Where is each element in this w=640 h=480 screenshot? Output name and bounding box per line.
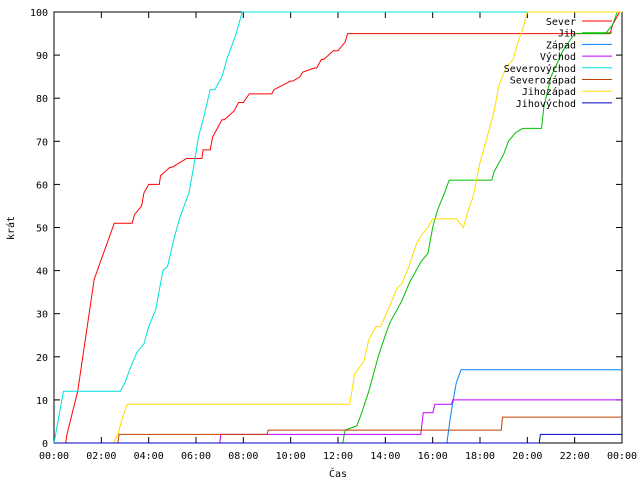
legend-label-jihovychod: Jihovýchod [516, 98, 576, 110]
legend-label-vychod: Východ [540, 51, 576, 63]
x-tick-label: 00:00 [39, 451, 69, 462]
series-line-jih [54, 11, 622, 444]
x-tick-label: 08:00 [228, 451, 258, 462]
y-tick-label: 40 [36, 267, 48, 278]
x-tick-label: 18:00 [465, 451, 495, 462]
series-line-sever [54, 11, 622, 444]
series-line-vychod [54, 399, 622, 444]
y-tick-label: 70 [36, 137, 48, 148]
x-tick-label: 00:00 [607, 451, 637, 462]
x-tick-label: 10:00 [276, 451, 306, 462]
y-tick-label: 100 [30, 8, 48, 19]
legend: SeverJihZápadVýchodSeverovýchodSeverozáp… [504, 17, 612, 110]
x-tick-label: 14:00 [370, 451, 400, 462]
x-tick-label: 04:00 [134, 451, 164, 462]
series-line-zapad [54, 369, 622, 444]
x-tick-label: 06:00 [181, 451, 211, 462]
y-tick-label: 0 [42, 439, 48, 450]
x-tick-label: 12:00 [323, 451, 353, 462]
y-tick-label: 10 [36, 396, 48, 407]
x-tick-label: 16:00 [418, 451, 448, 462]
y-tick-label: 30 [36, 310, 48, 321]
legend-label-severozapad: Severozápad [510, 75, 576, 87]
y-tick-label: 90 [36, 51, 48, 62]
legend-label-sever: Sever [546, 17, 576, 28]
series-line-severozapad [54, 416, 622, 444]
x-tick-label: 22:00 [560, 451, 590, 462]
legend-label-jihozapad: Jihozápad [522, 86, 576, 98]
legend-label-jih: Jih [558, 29, 576, 40]
series-line-jihovychod [54, 433, 622, 444]
series-line-severovychod [53, 11, 622, 444]
x-tick-label: 20:00 [512, 451, 542, 462]
x-axis: 00:00 02:00 04:00 06:00 08:00 10:00 12:00 14:00… [39, 12, 637, 462]
y-tick-label: 60 [36, 180, 48, 191]
x-tick-label: 02:00 [86, 451, 116, 462]
legend-label-zapad: Západ [546, 39, 576, 51]
y-tick-label: 50 [36, 224, 48, 235]
x-axis-title: Čas [329, 467, 347, 480]
series-line-jihozapad [54, 11, 622, 444]
legend-label-severovychod: Severovýchod [504, 63, 576, 75]
y-axis-title: krát [5, 216, 17, 240]
series-lines [53, 11, 622, 444]
y-tick-label: 20 [36, 353, 48, 364]
y-tick-label: 80 [36, 94, 48, 105]
